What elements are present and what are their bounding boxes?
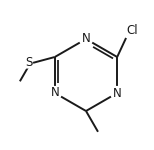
Text: Cl: Cl (127, 24, 138, 37)
Text: N: N (82, 33, 90, 45)
Text: S: S (25, 56, 32, 69)
Text: N: N (113, 87, 122, 99)
Text: N: N (51, 87, 59, 99)
